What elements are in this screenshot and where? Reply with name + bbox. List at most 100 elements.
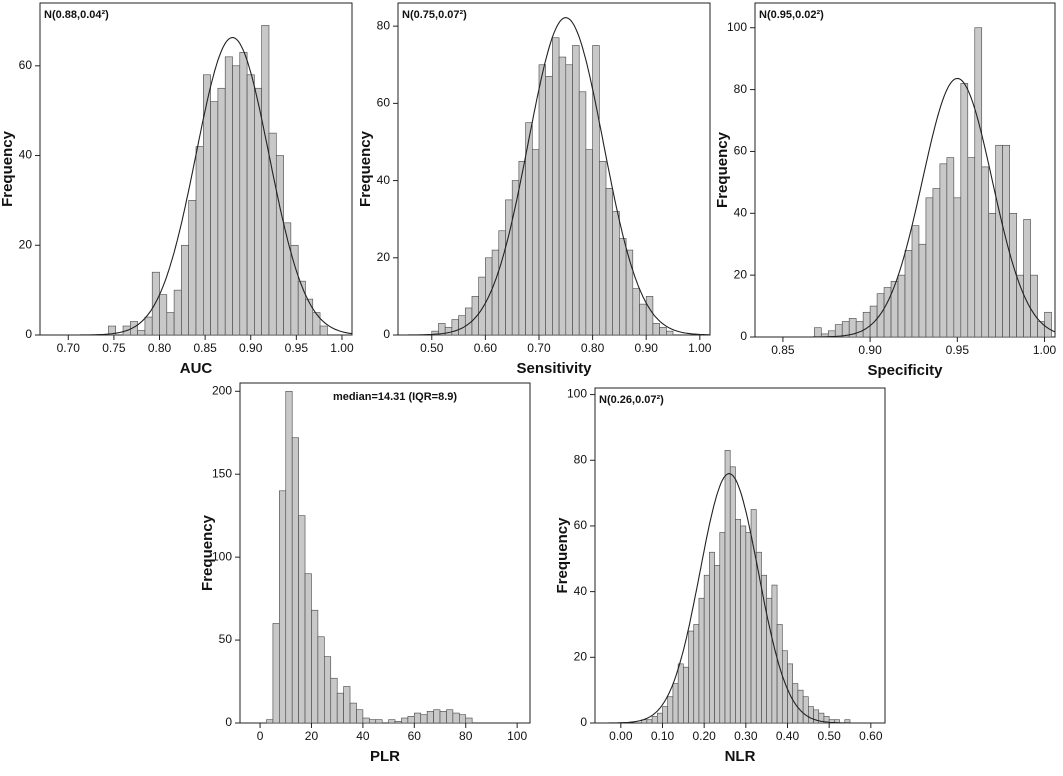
bar (605, 188, 614, 336)
y-tick-label: 80 (377, 18, 391, 32)
bar (619, 238, 627, 336)
x-tick-label: 1.00 (688, 341, 712, 355)
bar (166, 312, 175, 336)
bar (709, 551, 715, 724)
bar (458, 714, 467, 724)
x-tick-label: 0.80 (148, 341, 172, 355)
bar (290, 244, 299, 336)
bar (414, 712, 422, 724)
bar (729, 466, 736, 724)
annotation: N(0.88,0.04²) (44, 9, 109, 21)
bar (130, 321, 138, 336)
x-tick-label: 0.95 (285, 341, 309, 355)
bar (939, 163, 948, 338)
bar (755, 551, 762, 724)
fit-curve (398, 17, 710, 335)
x-tick-label: 80 (459, 729, 473, 743)
x-tick-label: 0.70 (527, 341, 551, 355)
bar (974, 27, 983, 338)
bar (304, 573, 312, 724)
bar (285, 390, 293, 724)
x-tick-label: 60 (408, 729, 422, 743)
y-axis-label: Frequency (199, 514, 216, 591)
x-tick-label: 0.90 (239, 341, 263, 355)
bar (890, 281, 899, 338)
bar (814, 327, 822, 338)
y-axis-label: Frequency (714, 131, 731, 208)
bar (876, 293, 885, 338)
annotation: N(0.95,0.02²) (759, 9, 824, 21)
x-tick-label: 0.90 (858, 343, 882, 357)
bar (612, 211, 620, 336)
bar (317, 636, 325, 724)
x-tick-label: 0.75 (102, 341, 126, 355)
bar (137, 330, 146, 336)
bar (761, 574, 767, 724)
bar (336, 692, 344, 724)
bar (195, 146, 204, 336)
bar (525, 122, 533, 336)
bar (159, 294, 168, 336)
bar (883, 287, 892, 338)
bar (724, 450, 731, 724)
x-tick-label: 0.00 (609, 729, 633, 743)
bar (343, 686, 351, 724)
y-tick-label: 40 (377, 173, 391, 187)
y-tick-label: 20 (377, 250, 391, 264)
bar (995, 144, 1003, 338)
y-tick-label: 100 (567, 387, 587, 401)
bar (491, 249, 500, 336)
bar (869, 305, 878, 338)
bar (960, 83, 969, 338)
bar (683, 666, 689, 724)
y-tick-label: 60 (19, 58, 33, 72)
x-tick-label: 1.00 (1033, 343, 1057, 357)
x-tick-label: 0.30 (734, 729, 758, 743)
bar (981, 166, 990, 338)
panel: 0.70 0.75 0.80 0.85 0.90 0.95 1.00 0 20 40 60 AUC Fr… (0, 2, 354, 377)
bar (750, 509, 757, 724)
bar (703, 574, 710, 724)
bar (745, 532, 752, 724)
bar (698, 597, 705, 724)
bar (651, 716, 658, 724)
y-tick-label: 80 (574, 452, 588, 466)
bar (572, 45, 580, 336)
x-tick-label: 0.70 (57, 341, 81, 355)
y-tick-label: 60 (377, 96, 391, 110)
bar (375, 719, 383, 724)
x-axis-label: Sensitivity (516, 360, 592, 377)
panel: 0.50 0.60 0.70 0.80 0.90 1.00 0 20 40 60 80 Sensiti… (357, 2, 712, 377)
y-tick-label: 80 (734, 82, 748, 96)
bar (275, 155, 284, 336)
annotation: median=14.31 (IQR=8.9) (333, 391, 457, 403)
y-tick-label: 200 (212, 383, 232, 397)
bar (646, 719, 653, 724)
bar (802, 696, 809, 724)
bar (478, 276, 486, 336)
bar (458, 315, 466, 336)
bar (144, 316, 153, 336)
bar (151, 271, 160, 336)
bar (356, 709, 364, 724)
bar (659, 326, 667, 336)
bar (904, 250, 913, 338)
x-tick-label: 0.90 (635, 341, 659, 355)
panel: 0.00 0.10 0.20 0.30 0.40 0.50 0.60 0 20 40 60 80 100… (554, 387, 886, 765)
bar (433, 709, 441, 724)
bar (531, 149, 540, 336)
bar (173, 289, 182, 336)
bar (667, 696, 674, 724)
panel: 0 20 40 60 80 100 0 50 100 150 200 PLR Frequency medi… (199, 382, 531, 765)
bar (932, 188, 941, 338)
bar (239, 52, 248, 336)
x-tick-label: 100 (507, 729, 527, 743)
bar (1037, 321, 1045, 338)
y-tick-label: 0 (740, 329, 747, 343)
bar (446, 709, 454, 724)
x-tick-label: 0.85 (771, 343, 795, 357)
bar (578, 91, 587, 336)
bar (787, 663, 794, 724)
bar (210, 101, 219, 336)
bar (714, 565, 721, 724)
